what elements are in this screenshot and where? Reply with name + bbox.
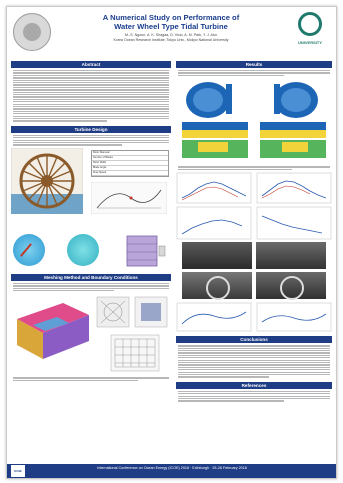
- photo-2: [256, 242, 326, 270]
- experiment-photos: [176, 242, 332, 301]
- conclusions-header: Conclusions: [176, 336, 332, 344]
- mesh-blade-detail: [134, 297, 168, 328]
- results-text: [176, 68, 332, 78]
- photo-3: [182, 272, 252, 301]
- authors: M.-S. Ngoun, A. K. Shagaa, D. Vicio, A. …: [55, 33, 287, 43]
- logo-ring-icon: [298, 12, 322, 36]
- authors-line-1: M.-S. Ngoun, A. K. Shagaa, D. Vicio, A. …: [125, 33, 217, 37]
- cfd-contour-left: [178, 78, 252, 165]
- conclusions-text: [176, 343, 332, 380]
- cfd-contour-right: [256, 78, 330, 165]
- footer-line-1: International Conference on Ocean Energy…: [97, 466, 247, 470]
- references-header: References: [176, 381, 332, 389]
- turbine-design-text: [11, 133, 171, 148]
- logo-word: UNIVERSITY: [297, 40, 322, 45]
- rotor-3d-model: [126, 235, 166, 267]
- param-row: Rotor Width: [92, 161, 168, 166]
- boundary-text: [11, 375, 171, 383]
- poster-title: A Numerical Study on Performance of Wate…: [55, 13, 287, 31]
- abstract-text: [11, 68, 171, 124]
- results-text-2: [176, 164, 332, 172]
- poster-header: A Numerical Study on Performance of Wate…: [7, 7, 336, 59]
- photo-1: [182, 242, 252, 270]
- param-row: Flow Speed: [92, 171, 168, 176]
- param-row: Blade Angle: [92, 166, 168, 171]
- turbine-design-header: Turbine Design: [11, 125, 171, 133]
- references-text: [176, 389, 332, 404]
- cfd-contours: [176, 78, 332, 165]
- meshing-text: [11, 281, 171, 294]
- domain-figures: [11, 232, 171, 272]
- meshing-header: Meshing Method and Boundary Conditions: [11, 273, 171, 281]
- mesh-rotor-detail: [96, 297, 130, 328]
- performance-charts: [176, 172, 332, 204]
- performance-charts-2: [176, 206, 332, 240]
- mesh-figures: [11, 293, 171, 375]
- conference-logo: ICOE: [11, 465, 25, 477]
- mesh-zoom-view: [110, 335, 160, 372]
- param-row: Rotor Diameter: [92, 151, 168, 156]
- left-column: Abstract Turbine Design: [11, 61, 171, 383]
- parameters-table: Rotor Diameter Number of Blades Rotor Wi…: [91, 149, 169, 177]
- blade-profile-diagram: [91, 181, 167, 214]
- domain-circle-2: [67, 233, 99, 266]
- title-line-1: A Numerical Study on Performance of: [102, 13, 240, 22]
- poster: A Numerical Study on Performance of Wate…: [6, 6, 337, 479]
- water-wheel-illustration: [11, 147, 83, 214]
- abstract-header: Abstract: [11, 61, 171, 68]
- authors-line-2: Korea Ocean Research Institute, Tokyo Un…: [113, 38, 229, 42]
- footer-text: International Conference on Ocean Energy…: [47, 466, 297, 471]
- right-column: Results: [176, 61, 332, 404]
- results-header: Results: [176, 61, 332, 68]
- mesh-domain-3d: [17, 303, 89, 360]
- poster-footer: ICOE International Conference on Ocean E…: [7, 464, 336, 478]
- turbine-figures: Rotor Diameter Number of Blades Rotor Wi…: [11, 147, 171, 232]
- param-row: Number of Blades: [92, 156, 168, 161]
- title-line-2: Water Wheel Type Tidal Turbine: [114, 22, 228, 31]
- velocity-charts: [176, 302, 332, 332]
- left-logo: [13, 13, 51, 51]
- photo-4: [256, 272, 326, 301]
- domain-circle-1: [13, 233, 45, 266]
- university-logo: UNIVERSITY: [290, 12, 330, 52]
